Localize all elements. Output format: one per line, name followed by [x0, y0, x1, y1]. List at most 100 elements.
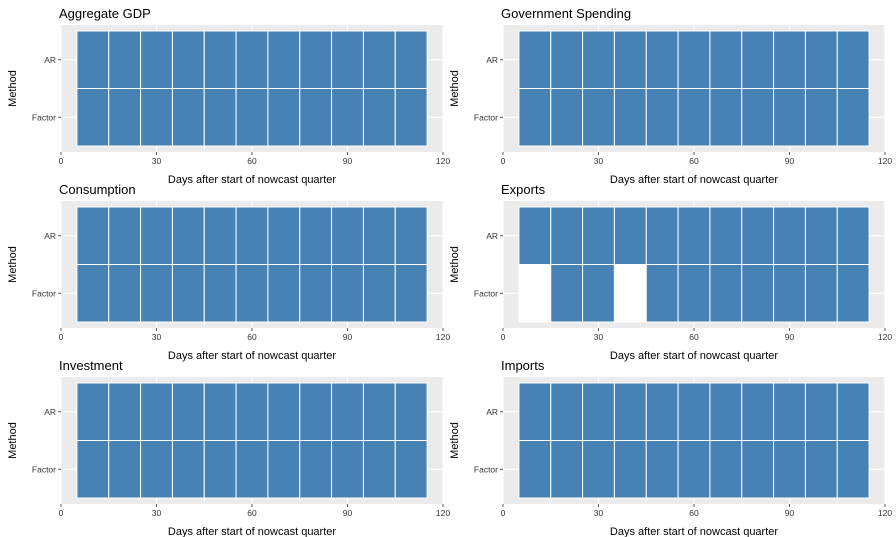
heatmap-cell — [741, 30, 775, 89]
heatmap-cell — [613, 88, 647, 147]
heatmap-cell — [394, 264, 428, 323]
heatmap-cell — [582, 88, 615, 147]
panel-3 — [58, 201, 444, 331]
heatmap-cell — [518, 30, 552, 89]
heatmap-cell — [773, 30, 806, 89]
heatmap-cell — [741, 206, 775, 265]
heatmap-cell — [235, 264, 269, 323]
heatmap-cell — [709, 88, 743, 147]
heatmap-cell — [804, 30, 838, 89]
heatmap-cell — [645, 382, 679, 441]
heatmap-cell — [709, 206, 743, 265]
x-tick-label: 90 — [343, 332, 353, 342]
panel-5 — [58, 377, 444, 507]
heatmap-cell — [267, 206, 301, 265]
heatmap-cell — [362, 264, 396, 323]
x-tick-label: 30 — [152, 332, 162, 342]
y-tick-label: Factor — [474, 464, 498, 474]
heatmap-cell — [76, 440, 110, 499]
heatmap-cell — [582, 382, 615, 441]
heatmap-cell — [613, 382, 647, 441]
x-tick-label: 120 — [436, 156, 450, 166]
x-axis-label: Days after start of nowcast quarter — [610, 174, 778, 186]
x-tick-label: 120 — [436, 332, 450, 342]
heatmap-cell — [171, 206, 205, 265]
heatmap-cell — [267, 440, 301, 499]
x-tick-label: 30 — [152, 508, 162, 518]
y-tick-label: AR — [44, 407, 56, 417]
x-tick-label: 60 — [247, 156, 257, 166]
chart-title: Aggregate GDP — [59, 6, 151, 21]
x-tick-label: 30 — [152, 156, 162, 166]
heatmap-cell — [140, 440, 173, 499]
heatmap-cell — [741, 440, 775, 499]
heatmap-cell — [235, 440, 269, 499]
panel-4 — [500, 201, 886, 331]
heatmap-cell — [582, 206, 615, 265]
heatmap-cell — [677, 206, 711, 265]
heatmap-cell — [550, 440, 584, 499]
heatmap-cell — [677, 30, 711, 89]
panel-2 — [500, 25, 886, 155]
heatmap-cell — [108, 88, 142, 147]
heatmap-cell — [235, 206, 269, 265]
heatmap-cell — [235, 382, 269, 441]
heatmap-cell — [518, 382, 552, 441]
heatmap-cell — [613, 440, 647, 499]
heatmap-cell — [582, 30, 615, 89]
heatmap-cell — [171, 440, 205, 499]
heatmap-cell — [171, 264, 205, 323]
heatmap-cell — [709, 440, 743, 499]
y-tick-label: AR — [486, 407, 498, 417]
heatmap-cell — [582, 440, 615, 499]
heatmap-cell — [709, 30, 743, 89]
heatmap-cell — [140, 382, 173, 441]
y-axis-label: Method — [449, 70, 461, 107]
x-tick-label: 60 — [247, 508, 257, 518]
heatmap-cell — [331, 30, 364, 89]
heatmap-cell — [613, 206, 647, 265]
heatmap-cell — [550, 30, 584, 89]
heatmap-cell — [773, 382, 806, 441]
heatmap-cell — [836, 440, 870, 499]
x-tick-label: 60 — [689, 508, 699, 518]
x-axis-label: Days after start of nowcast quarter — [168, 174, 336, 186]
x-tick-label: 90 — [785, 156, 795, 166]
heatmap-cell — [741, 382, 775, 441]
x-tick-label: 120 — [878, 156, 892, 166]
x-tick-label: 60 — [247, 332, 257, 342]
heatmap-cell — [108, 206, 142, 265]
heatmap-cell — [171, 88, 205, 147]
y-tick-label: Factor — [32, 464, 56, 474]
x-tick-label: 60 — [689, 156, 699, 166]
heatmap-cell — [518, 440, 552, 499]
heatmap-cell — [518, 88, 552, 147]
heatmap-cell — [709, 382, 743, 441]
heatmap-cell — [331, 440, 364, 499]
y-tick-label: Factor — [474, 288, 498, 298]
heatmap-cell — [804, 88, 838, 147]
heatmap-cell — [203, 30, 237, 89]
heatmap-cell — [645, 88, 679, 147]
heatmap-cell — [677, 382, 711, 441]
heatmap-cell — [550, 88, 584, 147]
chart-title: Consumption — [59, 182, 136, 197]
heatmap-cell — [362, 440, 396, 499]
heatmap-cell — [677, 88, 711, 147]
heatmap-cell — [299, 440, 333, 499]
heatmap-cell — [203, 88, 237, 147]
x-tick-label: 90 — [343, 508, 353, 518]
y-tick-label: AR — [486, 55, 498, 65]
heatmap-cell — [108, 440, 142, 499]
x-tick-label: 90 — [343, 156, 353, 166]
y-tick-label: AR — [44, 231, 56, 241]
heatmap-cell — [362, 382, 396, 441]
panel-1 — [58, 25, 444, 155]
heatmap-cell — [267, 88, 301, 147]
x-tick-label: 30 — [594, 156, 604, 166]
heatmap-cell — [518, 264, 552, 323]
x-axis-label: Days after start of nowcast quarter — [168, 526, 336, 537]
x-tick-label: 0 — [59, 332, 64, 342]
heatmap-cell — [362, 30, 396, 89]
